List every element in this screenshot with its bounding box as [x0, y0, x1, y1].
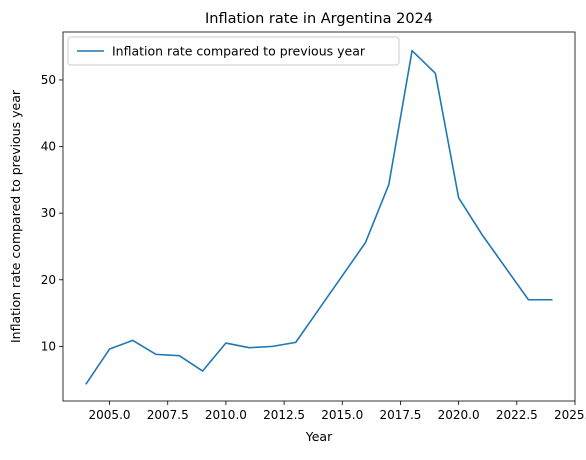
chart-title: Inflation rate in Argentina 2024 — [205, 11, 433, 27]
legend: Inflation rate compared to previous year — [67, 36, 400, 66]
legend-label: Inflation rate compared to previous year — [112, 44, 366, 59]
axes-frame — [62, 31, 576, 402]
x-tick-label: 2010.0 — [205, 408, 247, 422]
series-line — [85, 49, 553, 385]
y-tick-label: 10 — [41, 339, 56, 353]
x-tick-label: 2007.5 — [147, 408, 189, 422]
legend-box — [67, 36, 400, 66]
x-tick-label: 2015.0 — [321, 408, 363, 422]
x-tick-label: 2020.0 — [438, 408, 480, 422]
x-tick-label: 2025.0 — [554, 408, 586, 422]
y-axis-label: Inflation rate compared to previous year — [8, 89, 23, 343]
y-tick-label: 20 — [41, 273, 56, 287]
plot-area: 2005.0 2007.5 2010.0 2012.5 2015.0 2017.5 2020… — [41, 31, 586, 422]
x-tick-label: 2005.0 — [89, 408, 131, 422]
x-tick-label: 2022.5 — [496, 408, 538, 422]
y-tick-label: 30 — [41, 206, 56, 220]
y-tick-label: 40 — [41, 140, 56, 154]
y-tick-label: 50 — [41, 73, 56, 87]
x-tick-label: 2017.5 — [379, 408, 421, 422]
x-axis-label: Year — [305, 429, 333, 444]
x-tick-label: 2012.5 — [263, 408, 305, 422]
